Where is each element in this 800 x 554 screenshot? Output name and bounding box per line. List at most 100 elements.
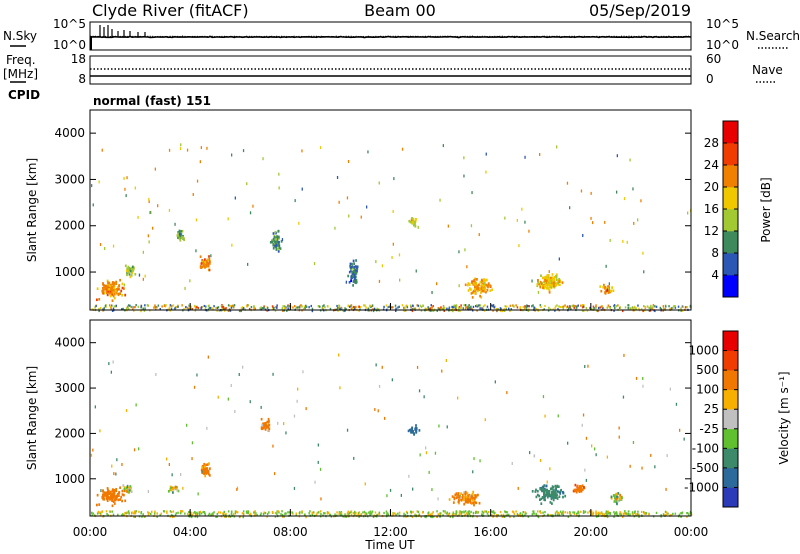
echo-cell <box>127 268 130 271</box>
echo-cell <box>550 280 553 283</box>
echo-cell <box>177 234 180 237</box>
echo-cell <box>549 493 552 497</box>
echo-cell <box>519 306 522 309</box>
echo-cell <box>354 510 356 513</box>
echo-cell <box>465 495 468 499</box>
echo-cell <box>466 501 469 504</box>
echo-cell <box>133 515 135 518</box>
echo-cell <box>443 307 446 310</box>
echo-cell <box>348 281 351 284</box>
echo-cell <box>478 304 480 307</box>
echo-cell <box>249 211 252 215</box>
echo-cell <box>357 513 360 516</box>
echo-cell <box>241 306 244 309</box>
echo-cell <box>223 510 225 513</box>
echo-cell <box>271 510 274 514</box>
echo-cell <box>301 511 303 514</box>
cpid-label: CPID <box>8 88 40 102</box>
echo-cell <box>277 421 279 425</box>
echo-cell <box>154 167 156 171</box>
echo-cell <box>355 271 357 275</box>
echo-cell <box>655 305 658 308</box>
echo-cell <box>326 512 329 515</box>
echo-cell <box>476 515 478 518</box>
echo-cell <box>326 511 329 514</box>
echo-cell <box>457 495 459 499</box>
echo-cell <box>452 501 455 504</box>
echo-cell <box>464 307 467 310</box>
echo-cell <box>527 305 529 308</box>
echo-cell <box>443 309 445 312</box>
echo-cell <box>552 489 555 492</box>
echo-cell <box>391 256 393 259</box>
echo-cell <box>216 512 219 516</box>
echo-cell <box>541 487 544 491</box>
echo-cell <box>190 513 192 516</box>
echo-cell <box>540 497 543 501</box>
echo-cell <box>463 156 465 160</box>
echo-cell <box>558 257 560 261</box>
echo-cell <box>476 284 478 287</box>
echo-cell <box>550 514 552 517</box>
echo-cell <box>207 355 209 359</box>
echo-cell <box>247 304 250 307</box>
echo-cell <box>353 456 355 460</box>
echo-cell <box>622 395 625 399</box>
echo-cell <box>277 510 279 513</box>
echo-cell <box>115 472 117 476</box>
echo-cell <box>516 218 518 222</box>
echo-cell <box>415 431 417 434</box>
echo-cell <box>638 515 640 518</box>
echo-cell <box>624 306 627 309</box>
echo-cell <box>196 179 199 183</box>
echo-cell <box>378 511 381 514</box>
echo-cell <box>540 511 542 515</box>
echo-cell <box>558 495 561 498</box>
echo-cell <box>542 395 545 399</box>
echo-cell <box>372 309 375 313</box>
echo-cell <box>590 510 593 513</box>
echo-cell <box>580 490 583 493</box>
echo-cell <box>644 305 647 309</box>
echo-cell <box>351 275 353 278</box>
echo-cell <box>212 512 214 515</box>
echo-cell <box>91 511 93 514</box>
echo-cell <box>417 510 420 513</box>
echo-cell <box>573 512 576 515</box>
echo-cell <box>198 511 200 514</box>
echo-cell <box>579 485 581 488</box>
echo-cell <box>493 306 496 309</box>
echo-cell <box>582 510 585 513</box>
echo-cell <box>601 511 603 514</box>
echo-cell <box>550 281 553 285</box>
echo-cell <box>114 495 117 499</box>
echo-cell <box>339 513 342 516</box>
echo-cell <box>614 513 616 516</box>
echo-cell <box>189 515 191 518</box>
echo-cell <box>224 309 226 312</box>
echo-cell <box>674 512 677 515</box>
echo-cell <box>196 515 199 519</box>
echo-cell <box>268 420 270 423</box>
echo-cell <box>275 238 277 241</box>
echo-cell <box>616 512 618 515</box>
echo-cell <box>583 309 585 312</box>
echo-cell <box>479 287 481 291</box>
echo-cell <box>181 510 184 513</box>
echo-cell <box>256 513 258 517</box>
echo-cell <box>499 307 502 310</box>
echo-cell <box>168 208 171 212</box>
echo-cell <box>98 503 101 506</box>
echo-cell <box>230 384 232 387</box>
echo-cell <box>260 417 263 421</box>
echo-cell <box>666 454 668 458</box>
echo-cell <box>665 305 667 308</box>
echo-cell <box>452 516 454 519</box>
echo-cell <box>123 487 126 491</box>
echo-cell <box>481 283 483 287</box>
echo-cell <box>436 510 438 513</box>
echo-cell <box>595 453 597 457</box>
echo-cell <box>201 265 204 269</box>
echo-cell <box>372 515 375 519</box>
